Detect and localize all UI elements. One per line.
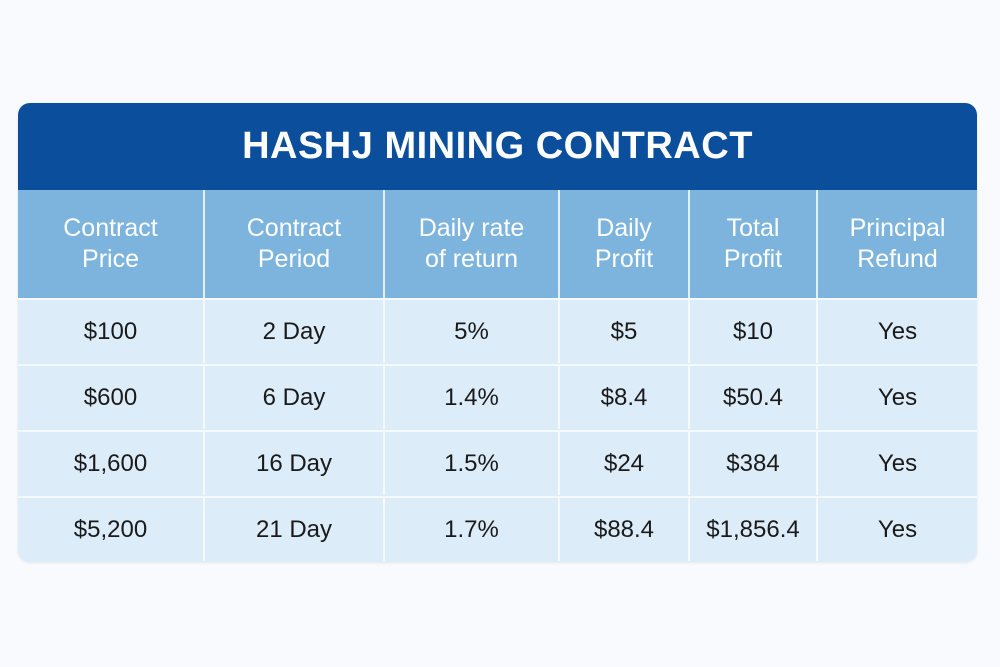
- table-cell: 1.7%: [385, 496, 560, 561]
- table-cell: 2 Day: [205, 298, 385, 363]
- table-cell: 21 Day: [205, 496, 385, 561]
- header-text: Profit: [594, 245, 654, 273]
- header-text: Price: [82, 245, 139, 273]
- header-text: Principal: [849, 214, 946, 242]
- header-text: Total: [726, 214, 780, 242]
- header-text: Refund: [857, 245, 938, 273]
- header-cell: Total Profit: [690, 190, 818, 298]
- table-cell: Yes: [818, 298, 977, 363]
- table-cell: $88.4: [560, 496, 690, 561]
- header-text: Period: [257, 245, 331, 273]
- header-cell: Daily rate of return: [385, 190, 560, 298]
- table-cell: $5: [560, 298, 690, 363]
- header-text: Contract: [246, 214, 342, 242]
- header-text: Profit: [723, 245, 783, 273]
- table-cell: $5,200: [18, 496, 205, 561]
- header-text: Contract: [63, 214, 158, 242]
- table-cell: 1.4%: [385, 364, 560, 429]
- table-cell: $1,600: [18, 430, 205, 495]
- table-cell: 16 Day: [205, 430, 385, 495]
- table-title: HASHJ MINING CONTRACT: [18, 103, 977, 190]
- table-cell: $10: [690, 298, 818, 363]
- header-cell: Principal Refund: [818, 190, 977, 298]
- header-text: Daily: [596, 214, 652, 242]
- header-cell: Contract Period: [205, 190, 385, 298]
- table-cell: $384: [690, 430, 818, 495]
- header-cell: Daily Profit: [560, 190, 690, 298]
- table-cell: $100: [18, 298, 205, 363]
- table-cell: Yes: [818, 496, 977, 561]
- table-cell: 6 Day: [205, 364, 385, 429]
- table-cell: $600: [18, 364, 205, 429]
- table-cell: $50.4: [690, 364, 818, 429]
- header-text: Daily rate: [418, 214, 525, 242]
- table-cell: $8.4: [560, 364, 690, 429]
- table-cell: 5%: [385, 298, 560, 363]
- table-cell: Yes: [818, 430, 977, 495]
- table-cell: 1.5%: [385, 430, 560, 495]
- header-cell: Contract Price: [18, 190, 205, 298]
- table-cell: Yes: [818, 364, 977, 429]
- header-text: of return: [424, 245, 519, 273]
- contract-table: HASHJ MINING CONTRACT Contract Price Contr…: [18, 103, 977, 562]
- table-cell: $24: [560, 430, 690, 495]
- table-cell: $1,856.4: [690, 496, 818, 561]
